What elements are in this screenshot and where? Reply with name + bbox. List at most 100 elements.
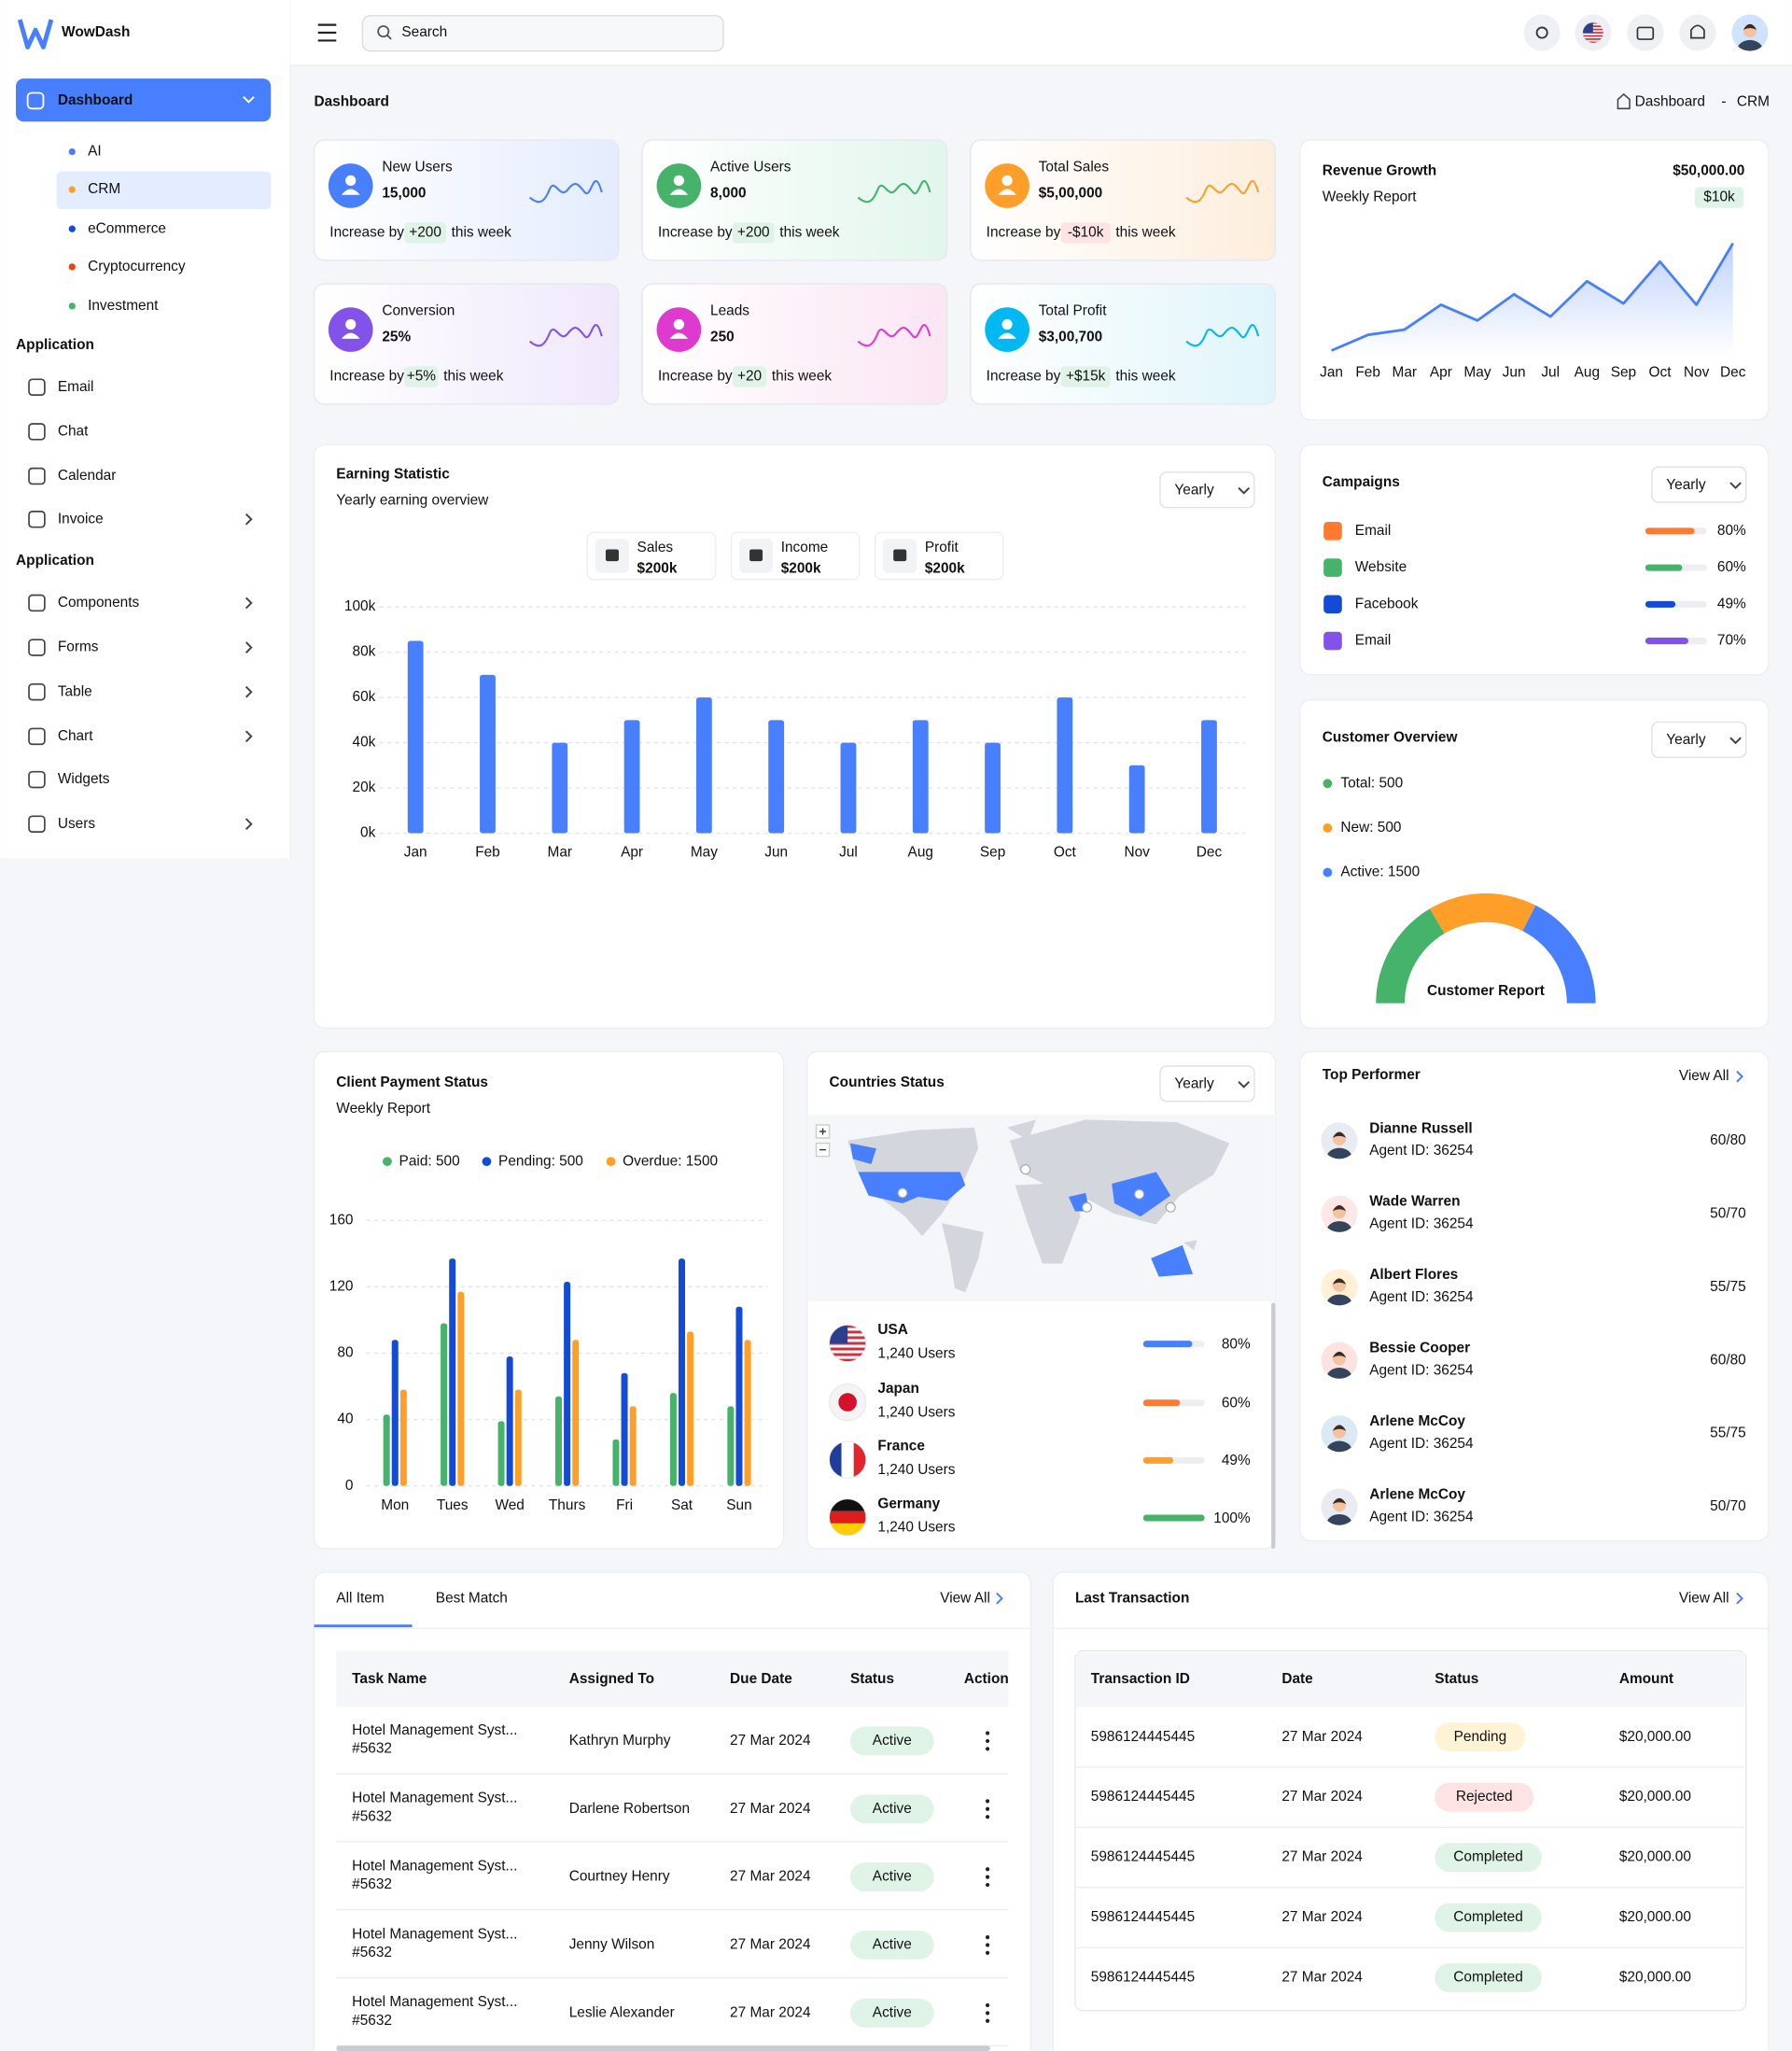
stat-note: Increase by (658, 224, 733, 240)
x-tick-label: Jun (764, 845, 788, 861)
progress-bar (1142, 1514, 1205, 1522)
stat-note: this week (452, 224, 512, 240)
action-menu[interactable] (985, 1799, 990, 1804)
action-menu[interactable] (985, 1738, 990, 1744)
submenu-item[interactable]: Cryptocurrency (88, 259, 186, 274)
breadcrumb-item[interactable]: Dashboard (1635, 93, 1705, 109)
action-menu[interactable] (985, 1867, 990, 1872)
filter-select[interactable] (1651, 466, 1747, 503)
menu-label: Dashboard (58, 92, 133, 108)
filter-label: Yearly (1666, 732, 1706, 748)
tab[interactable]: Best Match (436, 1590, 508, 1606)
flag (829, 1441, 866, 1479)
filter-select[interactable] (1159, 1065, 1255, 1103)
brand-name: WowDash (62, 24, 130, 40)
submenu-item[interactable]: AI (88, 144, 102, 160)
legend-label: New: 500 (1340, 820, 1401, 836)
filter-select[interactable] (1651, 721, 1747, 758)
sidebar (0, 0, 291, 859)
flag-part (1582, 35, 1604, 37)
menu-item[interactable]: Chart (58, 728, 93, 744)
filter-select[interactable] (1159, 471, 1255, 509)
avatar (1321, 1122, 1358, 1159)
menu-item[interactable]: Components (58, 595, 140, 611)
task-due: 27 Mar 2024 (730, 1801, 811, 1817)
table-frame (1074, 1650, 1747, 2012)
transaction-date: 27 Mar 2024 (1281, 1849, 1363, 1865)
task-assignee: Leslie Alexander (569, 2004, 675, 2020)
x-tick-label: Mon (381, 1497, 409, 1513)
menu-item[interactable]: Calendar (58, 468, 117, 484)
status-badge (849, 1726, 934, 1756)
action-menu[interactable] (985, 1934, 990, 1940)
stat-value: 15,000 (382, 185, 426, 201)
avatar-body (1326, 1221, 1352, 1232)
sparkline (857, 179, 931, 204)
menu-item[interactable]: Invoice (58, 511, 104, 527)
performer-score: 55/75 (1710, 1279, 1746, 1295)
menu-icon (28, 423, 46, 441)
menu-item-active[interactable] (16, 78, 272, 122)
map-land (1009, 1119, 1230, 1225)
sparkline (528, 179, 603, 204)
stat-value: 8,000 (710, 185, 747, 201)
action-menu[interactable] (985, 1806, 990, 1811)
chevron (1729, 737, 1742, 745)
action-menu[interactable] (985, 1731, 990, 1735)
view-all-link[interactable]: View All (1679, 1590, 1729, 1606)
column-header: Due Date (730, 1671, 792, 1687)
card-title: Earning Statistic (336, 467, 450, 483)
header-button[interactable] (1523, 14, 1561, 51)
action-menu[interactable] (985, 1882, 990, 1888)
tab[interactable]: All Item (336, 1590, 384, 1606)
performer-agent: Agent ID: 36254 (1369, 1436, 1474, 1452)
avatar-hair (1332, 1425, 1347, 1431)
menu-icon (28, 467, 46, 485)
card-subtitle: Yearly earning overview (336, 493, 489, 509)
action-menu[interactable] (985, 1875, 990, 1879)
menu-item[interactable]: Table (58, 683, 92, 699)
transaction-amount: $20,000.00 (1619, 1849, 1691, 1865)
action-menu[interactable] (985, 2018, 990, 2023)
search-box[interactable] (361, 15, 724, 52)
status-text: Active (873, 1869, 912, 1885)
status-badge (849, 1998, 934, 2028)
menu-icon (28, 378, 46, 396)
revenue-change: $10k (1703, 190, 1735, 205)
menu-item[interactable]: Users (58, 816, 96, 832)
submenu-item[interactable]: CRM (88, 181, 120, 197)
card-subtitle: Weekly Report (336, 1101, 430, 1117)
stat-change: +5% (407, 369, 437, 385)
action-menu[interactable] (985, 1815, 990, 1819)
view-all-link[interactable]: View All (1679, 1068, 1729, 1084)
menu-item[interactable]: Email (58, 379, 94, 395)
transaction-date: 27 Mar 2024 (1281, 1789, 1363, 1805)
x-tick-label: May (691, 845, 718, 861)
status-badge (1435, 1903, 1542, 1932)
menu-item[interactable]: Chat (58, 423, 89, 439)
menu-item[interactable]: Forms (58, 639, 99, 655)
legend-dot (606, 1157, 616, 1167)
task-due: 27 Mar 2024 (730, 1937, 811, 1953)
submenu-item[interactable]: eCommerce (88, 220, 166, 236)
stat-card (641, 139, 948, 261)
header-button[interactable] (1627, 14, 1664, 51)
summary-label: Sales (637, 540, 674, 555)
performer-agent: Agent ID: 36254 (1369, 1362, 1474, 1378)
x-tick-label: Sep (980, 845, 1005, 861)
bar (612, 1439, 620, 1486)
action-menu[interactable] (985, 1950, 990, 1956)
submenu-item[interactable]: Investment (88, 298, 159, 314)
bar (1201, 720, 1217, 834)
transaction-date: 27 Mar 2024 (1281, 1909, 1363, 1925)
menu-item[interactable]: Widgets (58, 771, 110, 787)
view-all-link[interactable]: View All (940, 1590, 990, 1606)
action-menu[interactable] (985, 2011, 990, 2016)
x-tick-label: May (1463, 364, 1491, 380)
header-button[interactable] (1679, 14, 1716, 51)
action-menu[interactable] (985, 1747, 990, 1751)
table-header (1076, 1651, 1745, 1707)
action-menu[interactable] (985, 1943, 990, 1947)
action-menu[interactable] (985, 2002, 990, 2008)
stat-icon-glyph (1001, 175, 1013, 186)
